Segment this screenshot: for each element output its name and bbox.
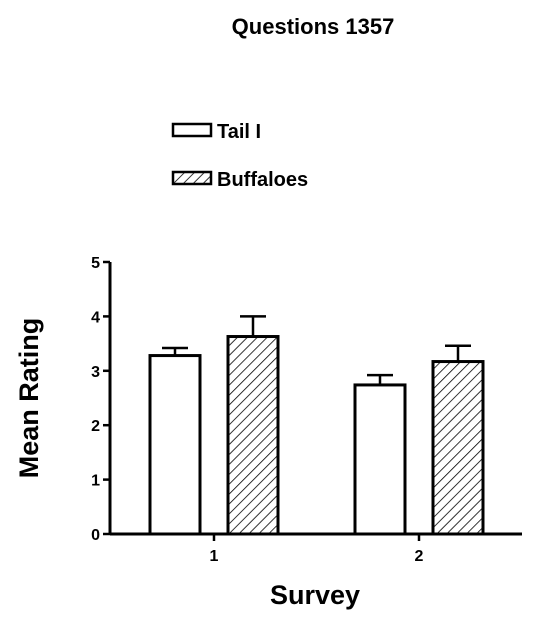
x-axis-title: Survey [270, 580, 360, 610]
bar [353, 383, 407, 536]
bar [148, 354, 202, 536]
x-tick-label: 1 [210, 548, 219, 565]
legend-swatch [171, 122, 213, 138]
bar [431, 360, 485, 536]
x-tick-label: 2 [415, 548, 424, 565]
legend-swatch [171, 170, 213, 186]
legend: Tail I Buffaloes [171, 121, 308, 191]
legend-label: Buffaloes [217, 169, 308, 191]
bar [226, 335, 280, 536]
y-tick-label: 5 [91, 255, 100, 272]
y-axis: 0 1 2 3 4 5 [91, 255, 112, 544]
bars [148, 315, 485, 536]
legend-label: Tail I [217, 121, 261, 143]
y-tick-label: 0 [91, 527, 100, 544]
y-tick-label: 2 [91, 418, 100, 435]
y-tick-label: 4 [91, 309, 100, 326]
chart-title: Questions 1357 [232, 14, 395, 39]
y-axis-title: Mean Rating [14, 318, 44, 479]
y-tick-label: 3 [91, 364, 100, 381]
y-tick-label: 1 [91, 473, 100, 490]
